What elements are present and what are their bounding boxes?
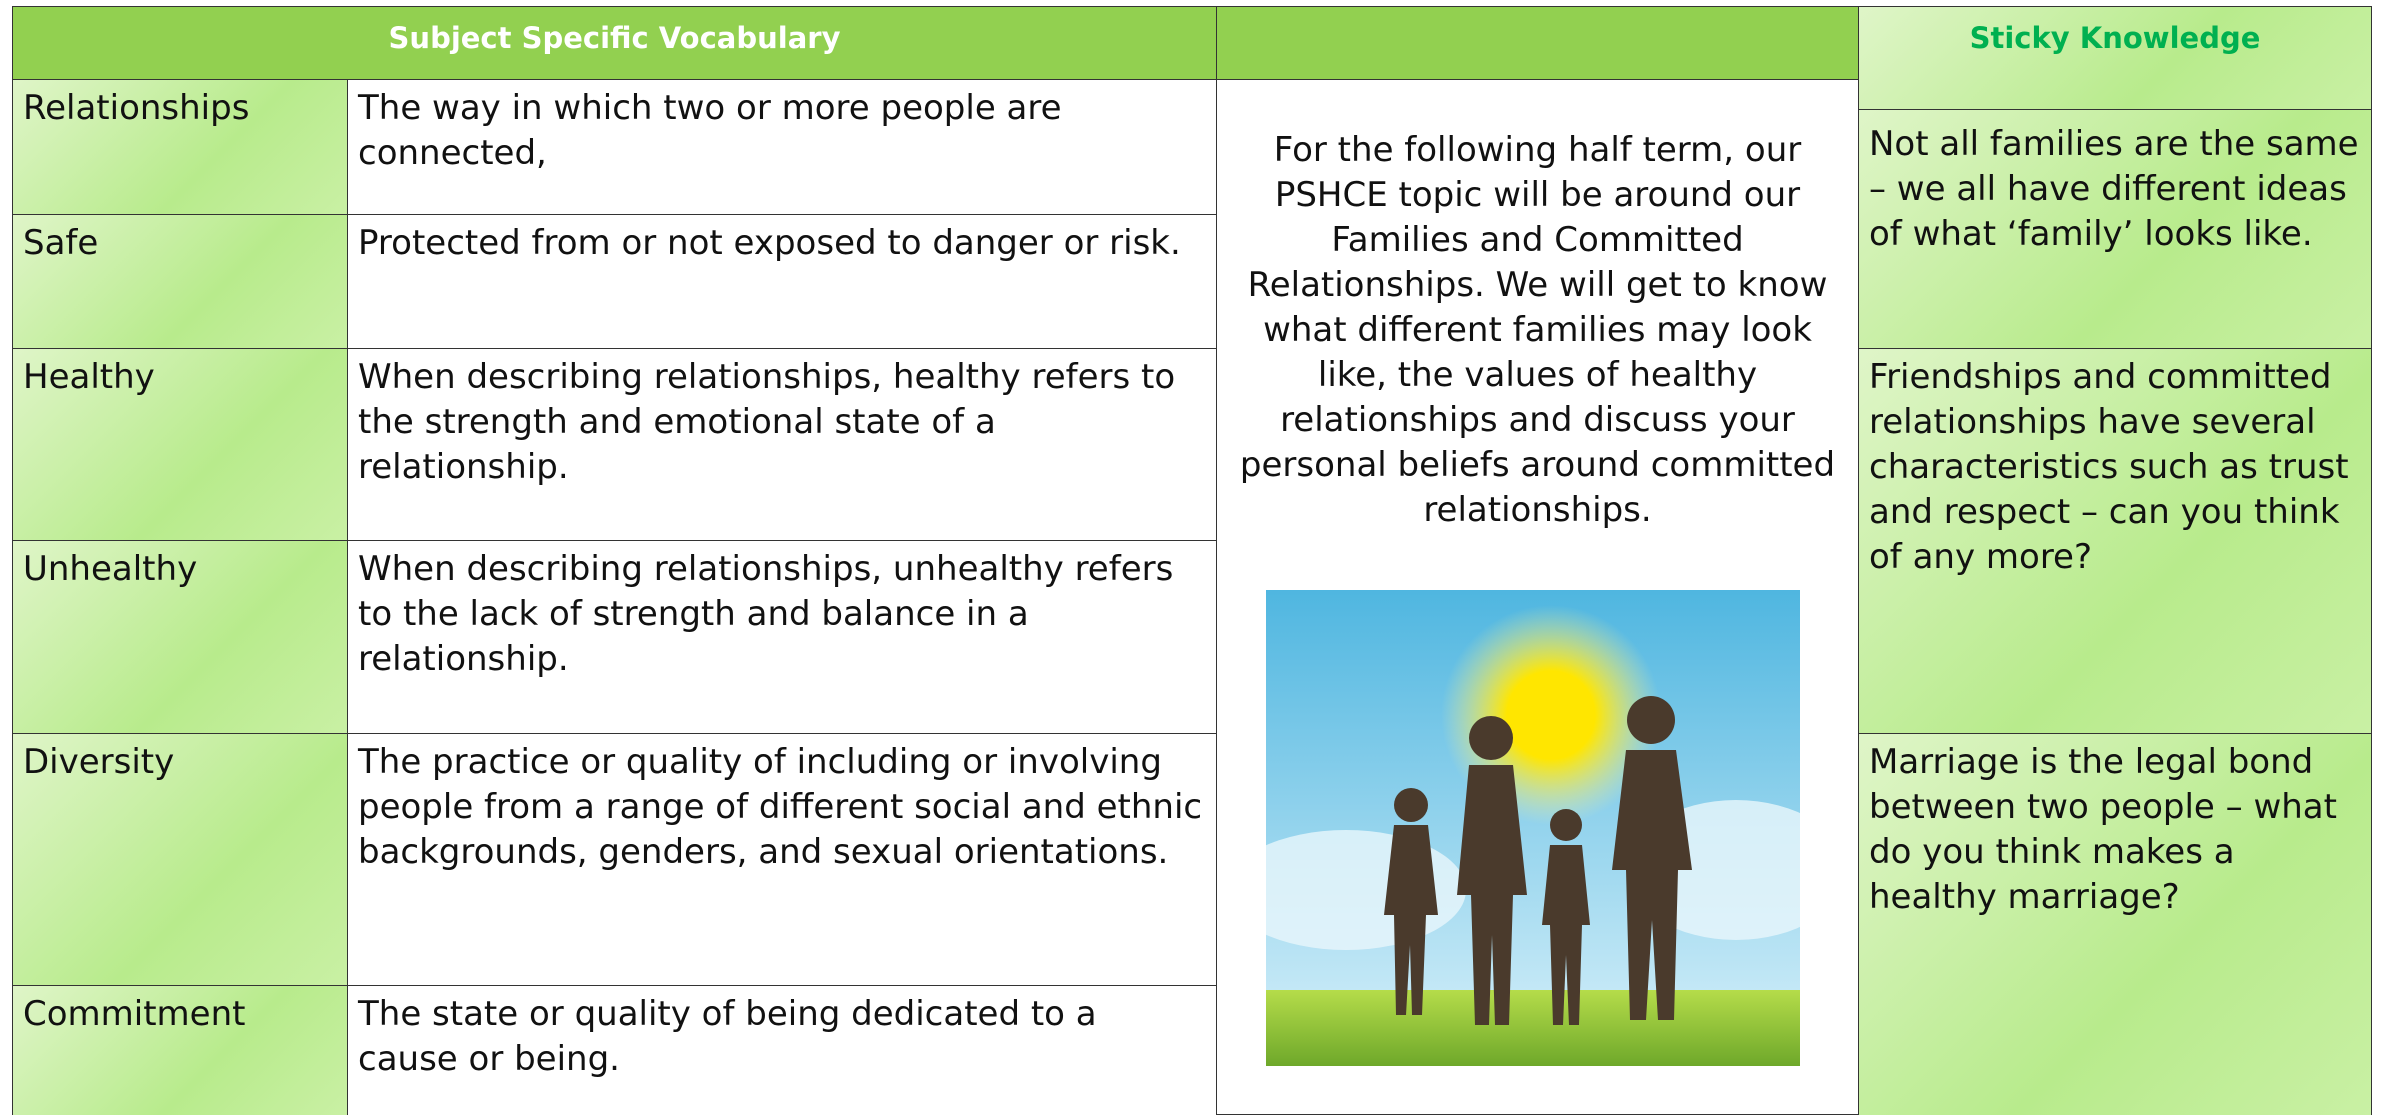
vocab-term: Unhealthy: [12, 540, 348, 734]
vocab-definition: The way in which two or more people are …: [347, 79, 1217, 215]
vocab-definition: When describing relationships, unhealthy…: [347, 540, 1217, 734]
vocab-definition: When describing relationships, healthy r…: [347, 348, 1217, 541]
vocab-term: Healthy: [12, 348, 348, 541]
middle-header: [1216, 6, 1859, 80]
vocab-term: Diversity: [12, 733, 348, 986]
knowledge-item: Not all families are the same – we all h…: [1858, 109, 2372, 349]
knowledge-title: Sticky Knowledge: [1969, 21, 2261, 55]
vocab-definition: The state or quality of being dedicated …: [347, 985, 1217, 1115]
knowledge-item: Friendships and committed relationships …: [1858, 348, 2372, 734]
vocab-term: Safe: [12, 214, 348, 349]
knowledge-item: Marriage is the legal bond between two p…: [1858, 733, 2372, 1115]
vocab-definition: Protected from or not exposed to danger …: [347, 214, 1217, 349]
vocab-header: Subject Specific Vocabulary: [12, 6, 1217, 80]
vocab-term: Commitment: [12, 985, 348, 1115]
family-image: [1266, 590, 1800, 1066]
knowledge-header: Sticky Knowledge: [1858, 6, 2372, 110]
vocab-definition: The practice or quality of including or …: [347, 733, 1217, 986]
vocab-title: Subject Specific Vocabulary: [388, 21, 841, 55]
vocab-term: Relationships: [12, 79, 348, 215]
intro-panel: For the following half term, our PSHCE t…: [1216, 79, 1859, 1115]
intro-text: For the following half term, our PSHCE t…: [1239, 130, 1836, 530]
